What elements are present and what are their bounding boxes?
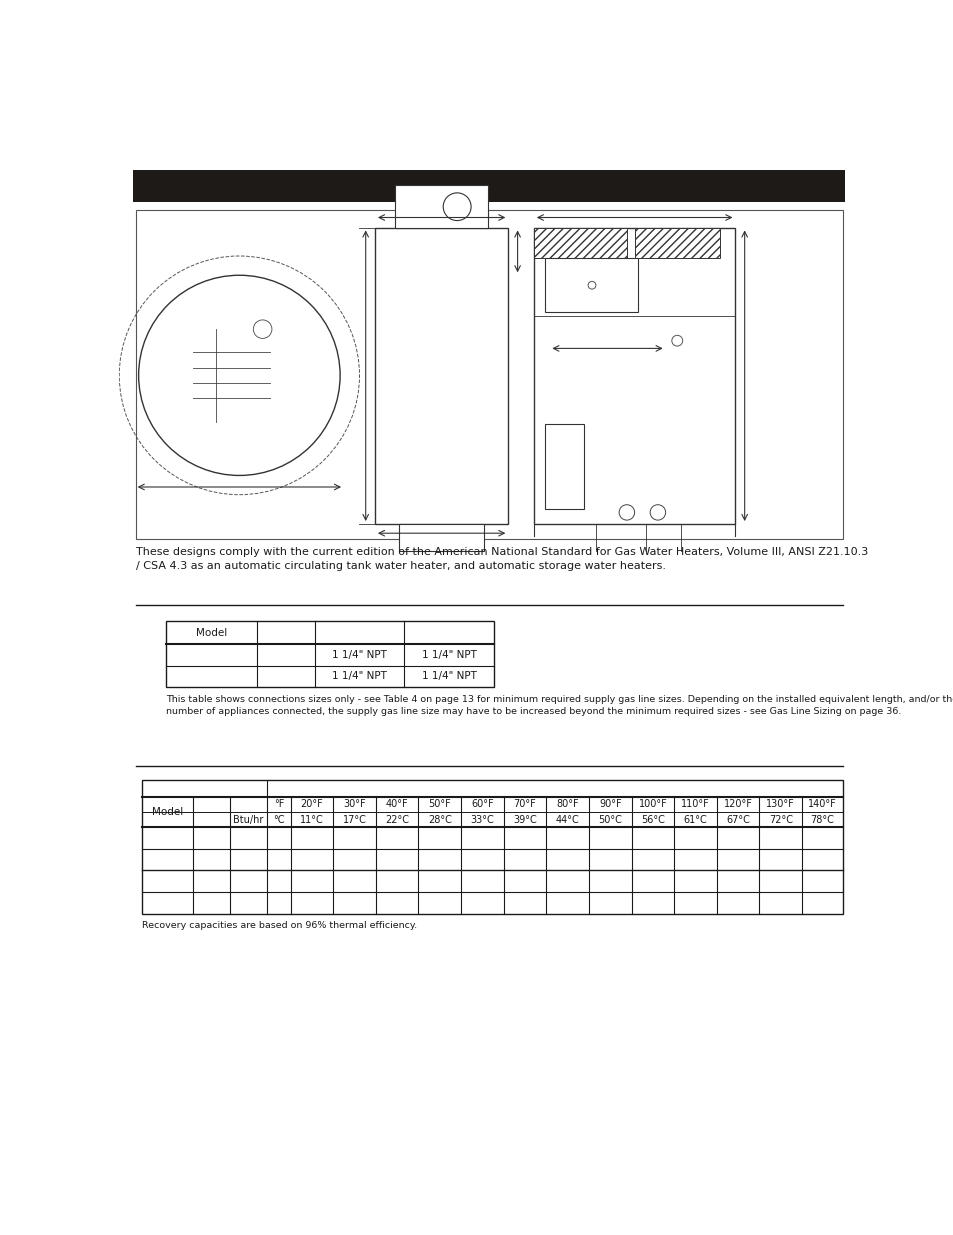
- Bar: [534, 227, 735, 524]
- Bar: [142, 779, 842, 914]
- Text: Btu/hr: Btu/hr: [233, 815, 264, 825]
- Text: 1 1/4" NPT: 1 1/4" NPT: [332, 672, 387, 682]
- Text: Recovery capacities are based on 96% thermal efficiency.: Recovery capacities are based on 96% the…: [142, 921, 417, 930]
- Text: 33°C: 33°C: [470, 815, 494, 825]
- Bar: [545, 258, 638, 312]
- Text: 1 1/4" NPT: 1 1/4" NPT: [421, 650, 476, 659]
- Text: 70°F: 70°F: [513, 799, 536, 809]
- Bar: [634, 227, 720, 258]
- Text: 60°F: 60°F: [471, 799, 493, 809]
- Text: 1 1/4" NPT: 1 1/4" NPT: [332, 650, 387, 659]
- Text: 110°F: 110°F: [680, 799, 709, 809]
- Text: 120°F: 120°F: [723, 799, 752, 809]
- Text: 100°F: 100°F: [638, 799, 666, 809]
- Text: Model: Model: [195, 627, 227, 637]
- Text: 50°C: 50°C: [598, 815, 621, 825]
- Text: These designs comply with the current edition of the American National Standard : These designs comply with the current ed…: [136, 547, 867, 571]
- Bar: [375, 227, 508, 524]
- Text: 50°F: 50°F: [428, 799, 451, 809]
- Text: This table shows connections sizes only - see Table 4 on page 13 for minimum req: This table shows connections sizes only …: [166, 695, 953, 716]
- Text: 44°C: 44°C: [556, 815, 578, 825]
- Text: °F: °F: [274, 799, 284, 809]
- Text: 17°C: 17°C: [342, 815, 366, 825]
- Text: 28°C: 28°C: [427, 815, 451, 825]
- Text: °C: °C: [273, 815, 284, 825]
- Text: Model: Model: [152, 806, 183, 816]
- Text: 1 1/4" NPT: 1 1/4" NPT: [421, 672, 476, 682]
- Bar: [395, 185, 488, 227]
- Text: 56°C: 56°C: [640, 815, 664, 825]
- Text: 72°C: 72°C: [768, 815, 792, 825]
- Bar: [166, 621, 493, 687]
- Text: 80°F: 80°F: [556, 799, 578, 809]
- Text: 40°F: 40°F: [385, 799, 408, 809]
- Text: 67°C: 67°C: [725, 815, 749, 825]
- Text: 78°C: 78°C: [810, 815, 834, 825]
- Text: 39°C: 39°C: [513, 815, 537, 825]
- Bar: [133, 169, 843, 203]
- Bar: [398, 524, 484, 551]
- Text: 30°F: 30°F: [343, 799, 365, 809]
- Bar: [136, 210, 842, 540]
- Text: 61°C: 61°C: [683, 815, 706, 825]
- Bar: [545, 424, 583, 509]
- Text: 22°C: 22°C: [385, 815, 409, 825]
- Text: 90°F: 90°F: [598, 799, 620, 809]
- Text: 20°F: 20°F: [300, 799, 323, 809]
- Bar: [534, 227, 626, 258]
- Text: 11°C: 11°C: [299, 815, 323, 825]
- Text: 130°F: 130°F: [765, 799, 794, 809]
- Text: 140°F: 140°F: [807, 799, 836, 809]
